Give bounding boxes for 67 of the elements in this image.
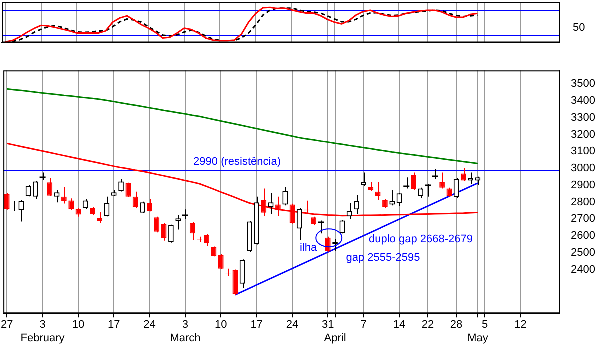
candlestick [26, 184, 32, 198]
y-tick-label: 2500 [571, 246, 596, 259]
candlestick [375, 182, 381, 201]
x-tick-label: 24 [286, 319, 299, 332]
candlestick [154, 216, 160, 234]
annotation: duplo gap 2668-2679 [369, 233, 473, 246]
x-tick-label: 24 [144, 319, 156, 332]
candlestick [268, 192, 274, 215]
candlestick [282, 186, 288, 206]
candlestick [390, 190, 396, 206]
candlestick [468, 172, 474, 184]
x-tick-label: 3 February [20, 319, 66, 344]
x-tick-label: 3 March [170, 319, 201, 344]
x-tick-label: 31 [322, 319, 334, 332]
candlestick [161, 222, 167, 242]
candlestick [62, 186, 67, 204]
candlestick [4, 192, 10, 210]
annotation: gap 2555-2595 [346, 252, 420, 264]
text: 50 [573, 22, 586, 34]
candlestick [296, 208, 302, 241]
candlestick [346, 202, 352, 220]
x-tick-label: 7 [360, 319, 367, 332]
y-tick-label: 3200 [571, 128, 596, 141]
candlestick [176, 214, 182, 230]
x-tick-label: 10 [215, 319, 228, 332]
candlestick [218, 254, 224, 270]
x-tick-label: 10 [72, 319, 85, 332]
candlestick [118, 178, 124, 192]
candlestick [190, 222, 196, 241]
annotation: ilha [300, 242, 318, 254]
candlestick [140, 201, 146, 214]
x-tick-label: 5 [482, 319, 488, 332]
x-tick-label: 27 [1, 319, 14, 332]
candlestick [54, 190, 60, 204]
candlestick [454, 178, 460, 199]
candlestick [104, 196, 110, 218]
y-tick-label: 3500 [571, 78, 596, 90]
y-tick-label: 3100 [571, 146, 596, 158]
x-tick-label: May [468, 332, 489, 344]
candlestick [240, 259, 246, 288]
x-tick-label: April [324, 332, 346, 344]
candlestick [168, 224, 174, 244]
candlestick [32, 180, 38, 200]
ref-line-label: 2990 (resistência) [194, 156, 281, 168]
candlestick [411, 172, 416, 191]
candlestick [440, 172, 445, 190]
candlestick [325, 236, 331, 253]
y-tick-label: 2800 [571, 196, 596, 208]
candlestick [47, 178, 53, 197]
x-tick-label: 14 [393, 319, 406, 332]
x-tick-label: 28 [450, 319, 463, 332]
candlestick [132, 191, 138, 208]
candlestick [232, 269, 238, 296]
candlestick [461, 167, 466, 182]
y-tick-label: 3300 [571, 112, 596, 124]
y-tick-label: 2900 [571, 179, 596, 192]
candlestick [340, 219, 346, 234]
y-tick-label: 3000 [571, 162, 596, 175]
x-tick-label: 17 [108, 319, 120, 332]
y-tick-label: 2400 [571, 264, 596, 276]
y-tick-label: 2700 [571, 213, 596, 226]
y-tick-label: 2600 [571, 230, 596, 242]
x-tick-label: 22 [422, 319, 434, 332]
y-tick-label: 3400 [571, 95, 596, 108]
x-tick-label: 17 [250, 319, 263, 332]
candlestick [126, 182, 132, 198]
x-tick-label: 12 [514, 319, 527, 332]
